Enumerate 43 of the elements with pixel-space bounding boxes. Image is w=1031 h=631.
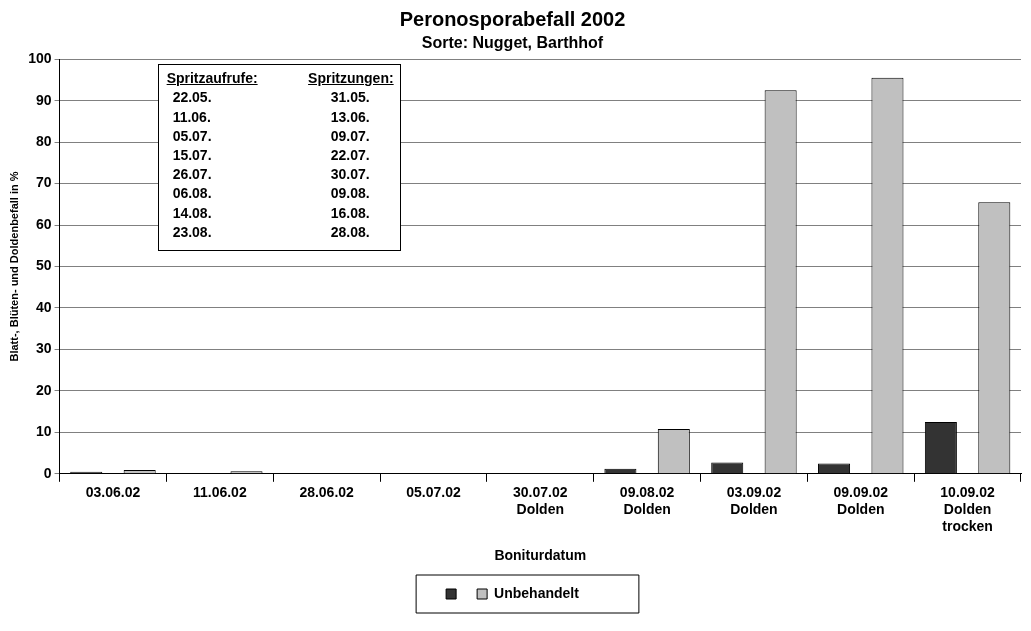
x-tick-label: 05.07.02 xyxy=(406,484,461,501)
x-tick-label: 30.07.02 Dolden xyxy=(513,484,568,517)
x-tick-label: 03.09.02 Dolden xyxy=(726,484,782,517)
x-tick-label: 10.09.02 Dolden trocken xyxy=(940,484,996,534)
x-tick-label: 03.06.02 xyxy=(85,484,141,501)
annotation: 30.07. xyxy=(330,166,370,183)
y-tick-label: 60 xyxy=(35,215,52,232)
y-axis-title: Blatt-, Blüten- und Doldenbefall in % xyxy=(7,171,20,362)
y-tick-label: 90 xyxy=(35,91,52,108)
annotation: 16.08. xyxy=(330,204,370,221)
y-tick-label: 80 xyxy=(35,132,52,149)
y-tick-label: 30 xyxy=(35,340,52,357)
y-tick-label: 20 xyxy=(35,381,52,398)
annotation: 23.08. xyxy=(172,223,212,240)
y-tick-label: 10 xyxy=(35,423,52,440)
y-tick-label: 50 xyxy=(35,257,52,274)
annotation: 14.08. xyxy=(172,204,212,221)
annotation: 13.06. xyxy=(330,108,370,125)
annotation: 05.07. xyxy=(172,127,212,144)
x-tick-label: 28.06.02 xyxy=(299,484,355,501)
annotation: 09.07. xyxy=(330,127,370,144)
annotation: 28.08. xyxy=(330,223,370,240)
y-tick-label: 40 xyxy=(35,298,52,315)
annotation: 22.07. xyxy=(330,146,370,163)
y-tick-label: 70 xyxy=(35,174,52,191)
x-tick-label: 09.09.02 Dolden xyxy=(833,484,889,517)
annotation: 09.08. xyxy=(330,185,370,202)
annotation: 06.08. xyxy=(172,185,212,202)
x-tick-label: 09.08.02 Dolden xyxy=(619,484,675,517)
x-axis-title: Boniturdatum xyxy=(494,547,587,564)
x-tick-label: 11.06.02 xyxy=(192,484,247,501)
annotation: 31.05. xyxy=(330,89,370,106)
chart-subtitle: Sorte: Nugget, Barthhof xyxy=(421,34,604,52)
annotation: 15.07. xyxy=(172,146,212,163)
annotation: Spritzungen: xyxy=(308,70,394,87)
annotation: 22.05. xyxy=(172,89,212,106)
annotation: 26.07. xyxy=(172,166,212,183)
annotation: 11.06. xyxy=(172,108,211,125)
y-tick-label: 0 xyxy=(43,464,52,481)
annotation: Spritzaufrufe: xyxy=(166,70,258,87)
chart-title: Peronosporabefall 2002 xyxy=(399,7,626,30)
y-tick-label: 100 xyxy=(28,50,52,67)
legend-label: Unbehandelt xyxy=(494,584,580,601)
